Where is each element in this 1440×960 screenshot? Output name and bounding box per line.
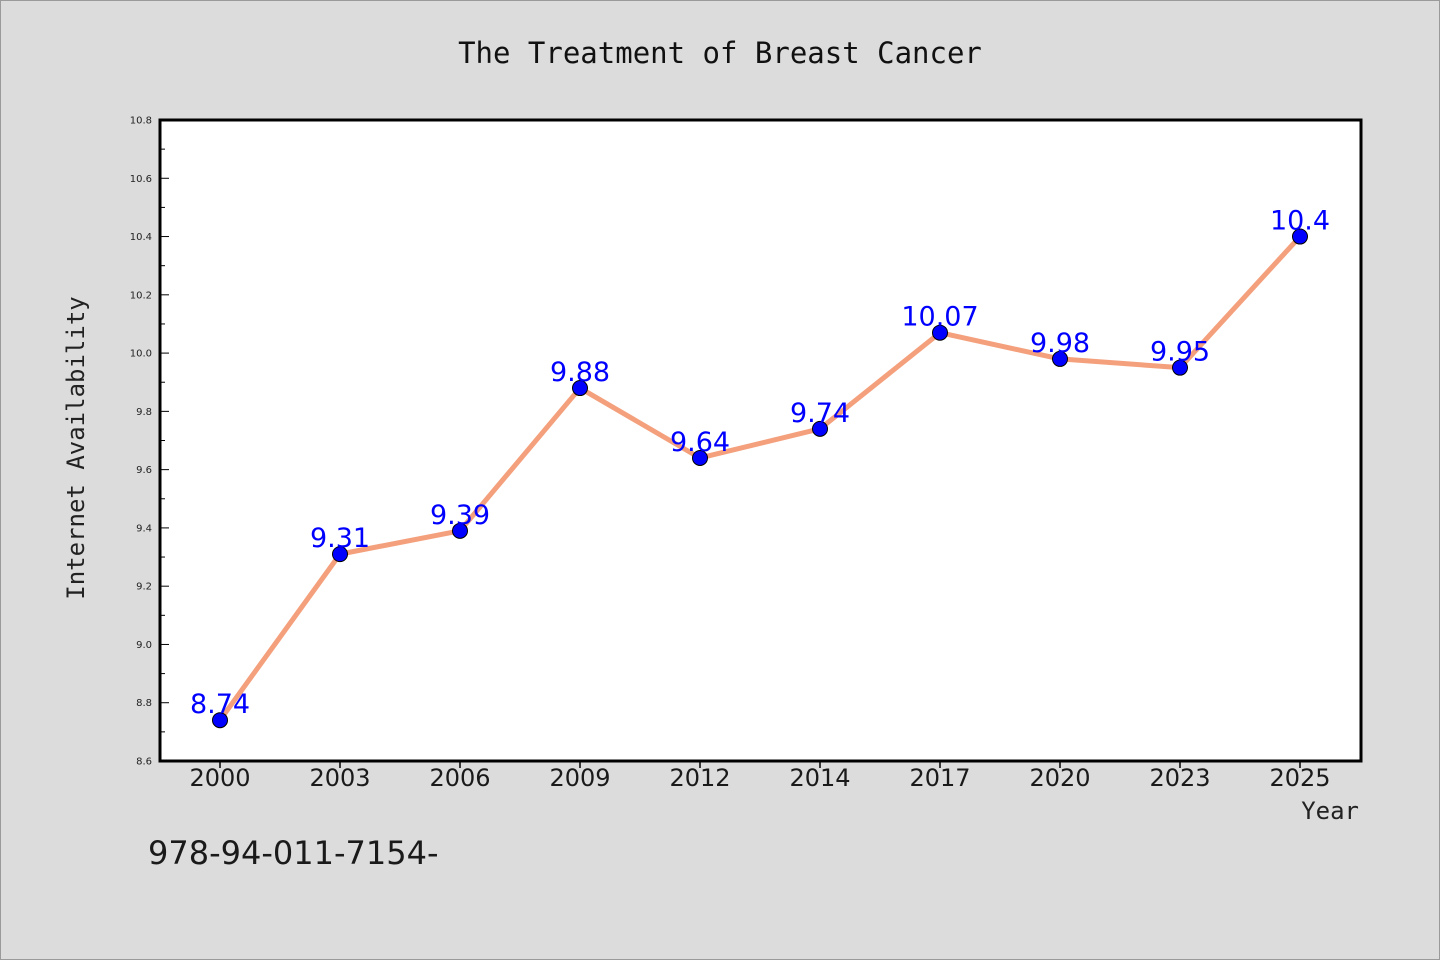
series-layer: 8.74 9.31 9.39 9.88 9.64 9.74 10.07 9.98 9.95 10.… [190,206,1330,729]
y-tick-label: 9.4 [136,523,152,534]
x-axis: 2000 2003 2006 2009 2012 2014 2017 2020 2023 2025 [189,761,1331,792]
series-line [217,234,1303,723]
y-axis: 8.6 8.8 9.0 9.2 9.4 9.6 9.8 10.0 10.2 10.4 10.6 10.… [130,116,169,768]
data-point [812,420,828,437]
x-tick-label: 2012 [669,764,730,792]
y-tick-label: 10.4 [130,232,152,243]
y-tick-label: 10.2 [130,290,152,301]
x-tick-label: 2003 [309,764,370,792]
data-point [1292,228,1308,245]
y-tick-label: 8.6 [136,757,152,768]
x-tick-label: 2014 [789,764,850,792]
footer-code: 978-94-011-7154- [148,834,439,872]
data-label: 9.31 [310,523,370,554]
x-tick-label: 2020 [1029,764,1090,792]
y-axis-label: Internet Availability [62,296,90,599]
data-point [452,522,468,539]
data-point [1052,350,1068,367]
y-tick-label: 10.0 [130,349,152,360]
data-label: 10.4 [1270,206,1330,237]
y-tick-label: 10.6 [130,174,152,185]
data-label: 9.39 [430,500,490,531]
y-tick-label: 9.8 [136,407,152,418]
data-label: 9.64 [670,427,730,458]
x-axis-label: Year [1301,797,1359,825]
data-point [332,546,348,563]
y-tick-label: 8.8 [136,698,152,709]
data-label: 8.74 [190,689,250,720]
plot-area [160,120,1361,761]
data-label: 9.74 [790,398,850,429]
x-tick-label: 2009 [549,764,610,792]
y-tick-label: 9.0 [136,640,152,651]
y-tick-label: 9.6 [136,465,152,476]
data-point [1172,359,1188,376]
data-label: 9.98 [1030,328,1090,359]
y-tick-label: 9.2 [136,582,152,593]
chart-title: The Treatment of Breast Cancer [458,36,982,70]
y-tick-label: 10.8 [130,116,152,127]
data-label: 9.88 [550,357,610,388]
x-tick-label: 2023 [1149,764,1210,792]
data-label: 9.95 [1150,337,1210,368]
data-point [692,449,708,466]
x-tick-label: 2025 [1269,764,1330,792]
x-tick-label: 2006 [429,764,490,792]
data-point [932,324,948,341]
data-point [572,380,588,397]
plot-border [158,118,1363,763]
x-tick-label: 2000 [189,764,250,792]
x-tick-label: 2017 [909,764,970,792]
data-point [212,712,228,729]
data-label: 10.07 [901,302,978,333]
